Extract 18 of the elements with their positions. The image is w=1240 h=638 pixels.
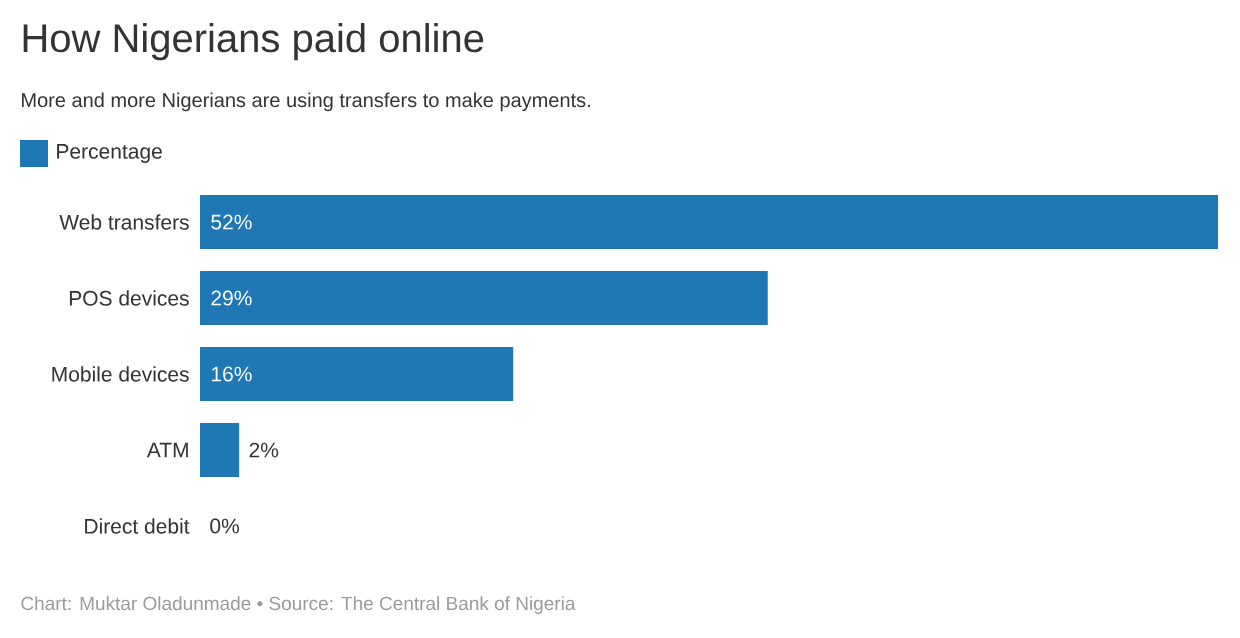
data-label: 52% xyxy=(211,214,252,230)
legend-label: Percentage xyxy=(57,144,162,163)
chart-subtitle: More and more Nigerians are using transfers to make payments. xyxy=(22,92,590,112)
bar xyxy=(200,423,240,478)
y-tick-label: Mobile devices xyxy=(52,366,189,382)
data-label: 29% xyxy=(211,290,252,306)
bar xyxy=(200,271,768,326)
y-tick-label: Web transfers xyxy=(59,214,189,230)
y-tick-label: Direct debit xyxy=(85,518,190,534)
chart-title: How Nigerians paid online xyxy=(23,23,484,61)
text: Chart: Muktar Oladunmade • Source: The Central Bank of Nigeria xyxy=(21,596,576,614)
bar xyxy=(200,347,514,402)
y-tick-label: ATM xyxy=(146,442,188,458)
data-label: 0% xyxy=(210,518,239,534)
bar xyxy=(200,195,1218,250)
data-label: 2% xyxy=(249,442,279,458)
y-tick-label: POS devices xyxy=(69,290,189,306)
data-label: 16% xyxy=(212,366,252,382)
